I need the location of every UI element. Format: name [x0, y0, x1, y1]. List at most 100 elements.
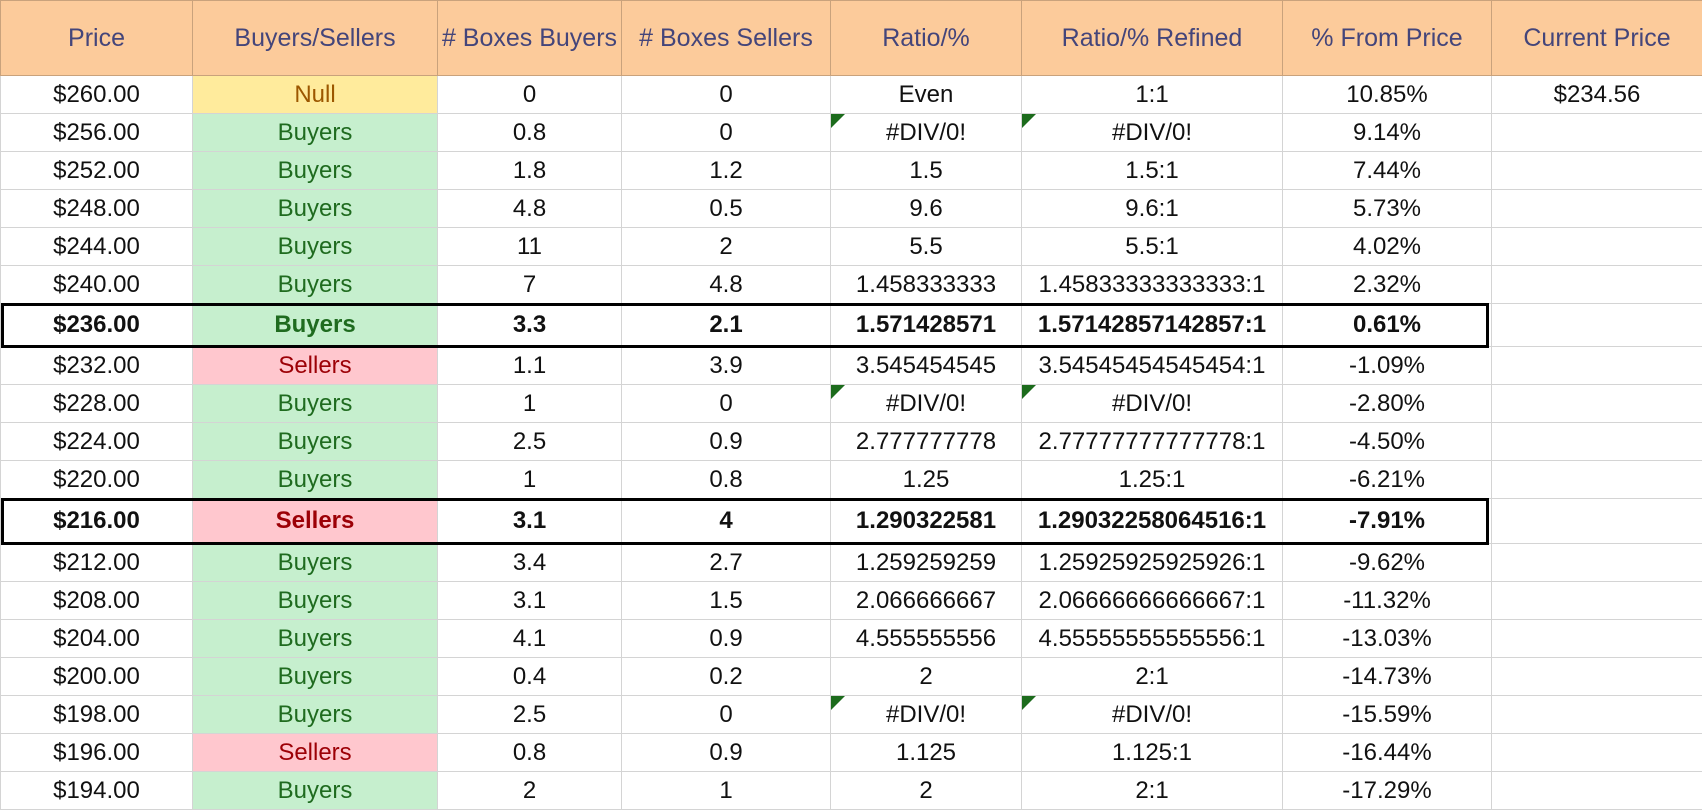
ratio-refined-cell[interactable]: 1.125:1 — [1022, 734, 1283, 772]
pct-from-price-cell[interactable]: -9.62% — [1283, 544, 1492, 582]
ratio-cell[interactable]: 5.5 — [831, 228, 1022, 266]
boxes-buyers-cell[interactable]: 3.1 — [438, 582, 622, 620]
boxes-sellers-cell[interactable]: 0 — [622, 76, 831, 114]
boxes-sellers-cell[interactable]: 0 — [622, 696, 831, 734]
current-price-cell[interactable] — [1492, 266, 1702, 304]
side-cell[interactable]: Sellers — [193, 347, 438, 385]
boxes-sellers-cell[interactable]: 2.7 — [622, 544, 831, 582]
current-price-cell[interactable] — [1492, 582, 1702, 620]
ratio-refined-cell[interactable]: 1.25:1 — [1022, 461, 1283, 499]
side-cell[interactable]: Buyers — [193, 114, 438, 152]
current-price-cell[interactable] — [1492, 734, 1702, 772]
price-cell[interactable]: $196.00 — [1, 734, 193, 772]
current-price-cell[interactable] — [1492, 772, 1702, 810]
ratio-refined-cell[interactable]: #DIV/0! — [1022, 385, 1283, 423]
side-cell[interactable]: Null — [193, 76, 438, 114]
ratio-refined-cell[interactable]: 1.25925925925926:1 — [1022, 544, 1283, 582]
boxes-buyers-cell[interactable]: 3.4 — [438, 544, 622, 582]
side-cell[interactable]: Sellers — [193, 499, 438, 544]
boxes-buyers-cell[interactable]: 11 — [438, 228, 622, 266]
boxes-buyers-cell[interactable]: 0.8 — [438, 114, 622, 152]
price-cell[interactable]: $204.00 — [1, 620, 193, 658]
boxes-sellers-cell[interactable]: 0.2 — [622, 658, 831, 696]
boxes-sellers-cell[interactable]: 0.8 — [622, 461, 831, 499]
ratio-cell[interactable]: 1.458333333 — [831, 266, 1022, 304]
boxes-sellers-cell[interactable]: 0.5 — [622, 190, 831, 228]
ratio-cell[interactable]: 4.555555556 — [831, 620, 1022, 658]
pct-from-price-cell[interactable]: -7.91% — [1283, 499, 1492, 544]
ratio-cell[interactable]: Even — [831, 76, 1022, 114]
current-price-cell[interactable]: $234.56 — [1492, 76, 1702, 114]
price-cell[interactable]: $244.00 — [1, 228, 193, 266]
header-boxes-sellers[interactable]: # Boxes Sellers — [622, 1, 831, 76]
boxes-buyers-cell[interactable]: 2.5 — [438, 696, 622, 734]
price-cell[interactable]: $200.00 — [1, 658, 193, 696]
header-buyers-sellers[interactable]: Buyers/Sellers — [193, 1, 438, 76]
current-price-cell[interactable] — [1492, 190, 1702, 228]
boxes-sellers-cell[interactable]: 0 — [622, 114, 831, 152]
ratio-cell[interactable]: 1.259259259 — [831, 544, 1022, 582]
ratio-cell[interactable]: 2.777777778 — [831, 423, 1022, 461]
current-price-cell[interactable] — [1492, 347, 1702, 385]
pct-from-price-cell[interactable]: -2.80% — [1283, 385, 1492, 423]
boxes-sellers-cell[interactable]: 4.8 — [622, 266, 831, 304]
price-cell[interactable]: $220.00 — [1, 461, 193, 499]
boxes-buyers-cell[interactable]: 1.8 — [438, 152, 622, 190]
pct-from-price-cell[interactable]: 2.32% — [1283, 266, 1492, 304]
current-price-cell[interactable] — [1492, 696, 1702, 734]
ratio-cell[interactable]: 9.6 — [831, 190, 1022, 228]
pct-from-price-cell[interactable]: 7.44% — [1283, 152, 1492, 190]
ratio-cell[interactable]: 3.545454545 — [831, 347, 1022, 385]
current-price-cell[interactable] — [1492, 304, 1702, 347]
pct-from-price-cell[interactable]: 5.73% — [1283, 190, 1492, 228]
current-price-cell[interactable] — [1492, 385, 1702, 423]
boxes-sellers-cell[interactable]: 1 — [622, 772, 831, 810]
boxes-sellers-cell[interactable]: 4 — [622, 499, 831, 544]
ratio-cell[interactable]: 1.571428571 — [831, 304, 1022, 347]
price-cell[interactable]: $260.00 — [1, 76, 193, 114]
pct-from-price-cell[interactable]: 0.61% — [1283, 304, 1492, 347]
ratio-refined-cell[interactable]: 2:1 — [1022, 658, 1283, 696]
header-boxes-buyers[interactable]: # Boxes Buyers — [438, 1, 622, 76]
price-cell[interactable]: $198.00 — [1, 696, 193, 734]
ratio-cell[interactable]: 2 — [831, 772, 1022, 810]
price-cell[interactable]: $248.00 — [1, 190, 193, 228]
pct-from-price-cell[interactable]: -15.59% — [1283, 696, 1492, 734]
boxes-sellers-cell[interactable]: 1.2 — [622, 152, 831, 190]
current-price-cell[interactable] — [1492, 499, 1702, 544]
ratio-refined-cell[interactable]: 1.29032258064516:1 — [1022, 499, 1283, 544]
price-cell[interactable]: $212.00 — [1, 544, 193, 582]
ratio-refined-cell[interactable]: 2.06666666666667:1 — [1022, 582, 1283, 620]
boxes-sellers-cell[interactable]: 0 — [622, 385, 831, 423]
ratio-cell[interactable]: 2 — [831, 658, 1022, 696]
current-price-cell[interactable] — [1492, 228, 1702, 266]
ratio-cell[interactable]: 1.290322581 — [831, 499, 1022, 544]
ratio-refined-cell[interactable]: 9.6:1 — [1022, 190, 1283, 228]
side-cell[interactable]: Buyers — [193, 582, 438, 620]
current-price-cell[interactable] — [1492, 620, 1702, 658]
pct-from-price-cell[interactable]: 10.85% — [1283, 76, 1492, 114]
header-pct-from-price[interactable]: % From Price — [1283, 1, 1492, 76]
ratio-cell[interactable]: 1.125 — [831, 734, 1022, 772]
pct-from-price-cell[interactable]: -14.73% — [1283, 658, 1492, 696]
current-price-cell[interactable] — [1492, 658, 1702, 696]
boxes-buyers-cell[interactable]: 7 — [438, 266, 622, 304]
pct-from-price-cell[interactable]: 4.02% — [1283, 228, 1492, 266]
ratio-refined-cell[interactable]: 2:1 — [1022, 772, 1283, 810]
price-cell[interactable]: $194.00 — [1, 772, 193, 810]
boxes-buyers-cell[interactable]: 3.3 — [438, 304, 622, 347]
pct-from-price-cell[interactable]: 9.14% — [1283, 114, 1492, 152]
boxes-buyers-cell[interactable]: 3.1 — [438, 499, 622, 544]
boxes-buyers-cell[interactable]: 1 — [438, 385, 622, 423]
ratio-refined-cell[interactable]: 1:1 — [1022, 76, 1283, 114]
side-cell[interactable]: Buyers — [193, 696, 438, 734]
header-ratio-refined[interactable]: Ratio/% Refined — [1022, 1, 1283, 76]
boxes-sellers-cell[interactable]: 3.9 — [622, 347, 831, 385]
ratio-refined-cell[interactable]: 4.55555555555556:1 — [1022, 620, 1283, 658]
boxes-buyers-cell[interactable]: 2.5 — [438, 423, 622, 461]
current-price-cell[interactable] — [1492, 544, 1702, 582]
pct-from-price-cell[interactable]: -16.44% — [1283, 734, 1492, 772]
pct-from-price-cell[interactable]: -17.29% — [1283, 772, 1492, 810]
boxes-sellers-cell[interactable]: 0.9 — [622, 734, 831, 772]
ratio-refined-cell[interactable]: 1.45833333333333:1 — [1022, 266, 1283, 304]
